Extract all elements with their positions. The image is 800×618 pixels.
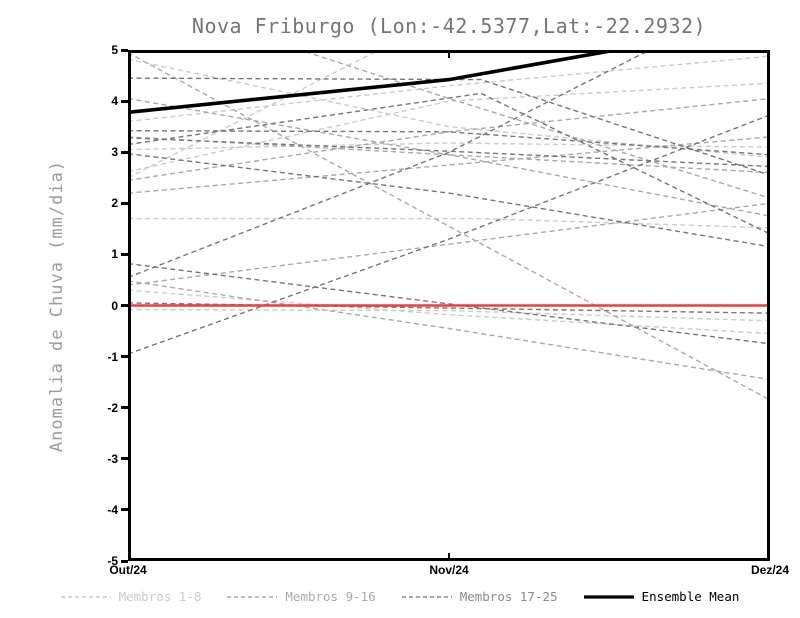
y-tick-mark — [121, 508, 128, 512]
y-tick-label: -1 — [107, 349, 118, 364]
legend-item: Membros 17-25 — [401, 589, 558, 604]
series-member-20 — [128, 262, 770, 345]
series-member-7 — [128, 289, 770, 335]
series-member-13 — [128, 202, 770, 286]
x-tick-label: Out/24 — [109, 563, 147, 577]
series-member-14 — [298, 50, 770, 199]
y-tick-label: 0 — [111, 298, 118, 313]
series-member-1 — [128, 55, 770, 123]
legend-line-sample — [583, 594, 634, 599]
y-tick-label: 2 — [111, 196, 118, 211]
legend-item: Ensemble Mean — [583, 589, 740, 604]
y-tick-label: -2 — [107, 400, 118, 415]
legend-item: Membros 1-8 — [60, 589, 202, 604]
series-member-12 — [128, 136, 770, 174]
series-member-8 — [128, 58, 770, 158]
legend: Membros 1-8 Membros 9-16 Membros 17-25 Ense… — [0, 589, 800, 604]
y-axis-label: Anomalia de Chuva (mm/dia) — [47, 159, 67, 453]
y-tick-mark — [121, 48, 128, 52]
series-member-3 — [128, 217, 770, 229]
series-ensemble-mean — [128, 50, 770, 115]
y-tick-mark — [121, 559, 128, 563]
y-tick-label: 1 — [111, 247, 118, 262]
series-member-6 — [128, 82, 770, 173]
legend-label: Ensemble Mean — [641, 589, 740, 604]
y-tick-label: 5 — [111, 43, 118, 57]
y-tick-mark — [121, 150, 128, 154]
series-member-17 — [128, 77, 770, 176]
y-tick-mark — [121, 252, 128, 256]
y-tick-mark — [121, 99, 128, 103]
y-tick-mark — [121, 355, 128, 359]
legend-line-sample — [60, 595, 111, 598]
series-member-16 — [128, 280, 770, 381]
series-member-21 — [128, 114, 770, 355]
y-tick-label: -4 — [107, 502, 118, 517]
series-member-18 — [128, 137, 770, 168]
series-member-23 — [128, 50, 652, 279]
y-tick-label: -3 — [107, 451, 118, 466]
legend-label: Membros 17-25 — [459, 589, 558, 604]
x-tick-label: Nov/24 — [429, 563, 469, 577]
legend-line-sample — [401, 595, 452, 598]
series-member-11 — [128, 97, 770, 217]
legend-label: Membros 9-16 — [285, 589, 376, 604]
series-member-15 — [128, 97, 770, 181]
x-tick-label: Dez/24 — [750, 563, 790, 577]
series-member-19 — [128, 153, 770, 248]
y-tick-label: 4 — [111, 94, 118, 109]
series-member-24 — [128, 130, 770, 156]
series-member-9 — [128, 51, 770, 401]
y-tick-mark — [121, 406, 128, 410]
series-member-10 — [128, 136, 770, 194]
y-tick-label: 3 — [111, 145, 118, 160]
legend-line-sample — [227, 595, 278, 598]
legend-label: Membros 1-8 — [118, 589, 202, 604]
y-tick-label: -5 — [107, 554, 118, 568]
series-member-2 — [128, 50, 381, 179]
y-tick-mark — [121, 304, 128, 307]
plot-area — [128, 50, 770, 561]
series-member-25 — [128, 92, 770, 235]
legend-item: Membros 9-16 — [227, 589, 376, 604]
chart-title: Nova Friburgo (Lon:-42.5377,Lat:-22.2932… — [191, 14, 707, 38]
y-tick-mark — [121, 457, 128, 461]
y-tick-mark — [121, 201, 128, 205]
